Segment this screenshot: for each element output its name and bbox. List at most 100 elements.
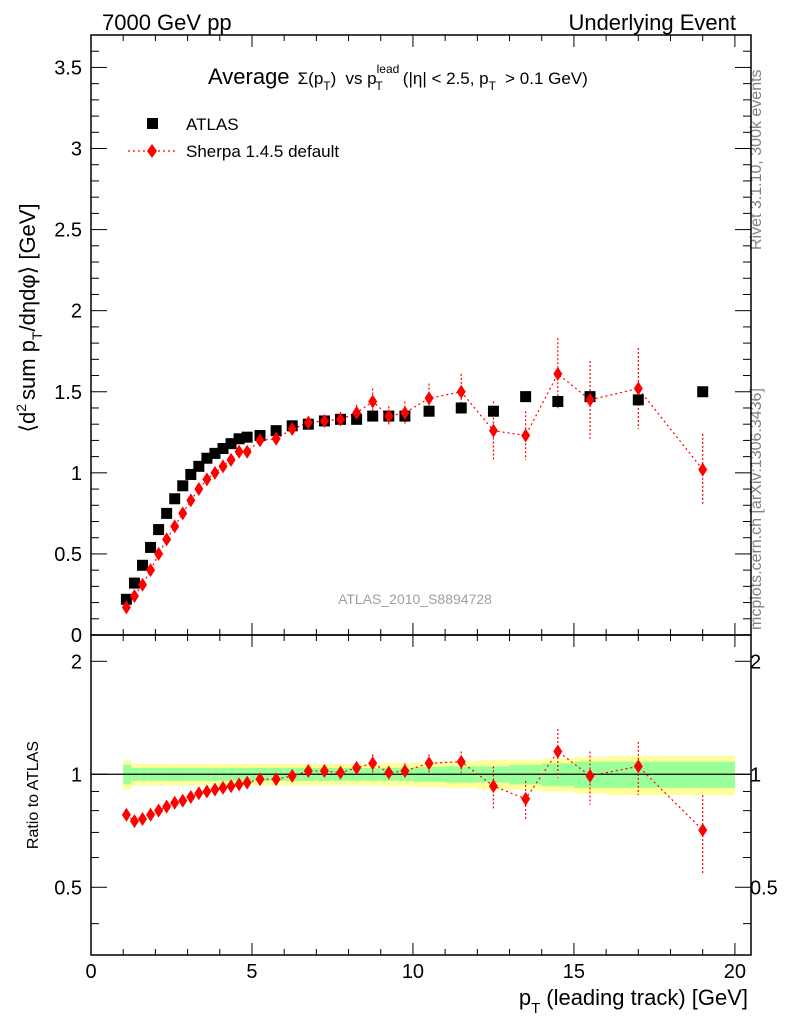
sherpa-data-point [303,415,313,430]
ratio-y-tick-label-right: 2 [750,651,761,673]
atlas-data-point [120,593,132,605]
sherpa-data-point [271,431,281,446]
sherpa-data-point [218,459,228,474]
main-y-tick-label: 3.5 [54,57,82,79]
ratio-sherpa-point [319,764,329,779]
sherpa-data-point [186,493,196,508]
ratio-y-tick-label-right: 0.5 [750,877,778,899]
ratio-y-tick-label-left: 2 [71,651,82,673]
analysis-watermark: ATLAS_2010_S8894728 [338,591,492,607]
sherpa-data-point [146,563,156,578]
atlas-data-point [423,405,435,417]
ratio-plot-frame [90,634,752,956]
main-y-tick-label: 0.5 [54,544,82,566]
ratio-sherpa-point [698,823,708,838]
ratio-sherpa-point [255,772,265,787]
sherpa-data-point [456,384,466,399]
main-y-tick-label: 1.5 [54,382,82,404]
ratio-sherpa-point [226,779,236,794]
legend-sherpa-label: Sherpa 1.4.5 default [186,142,339,161]
legend-atlas-label: ATLAS [186,115,239,134]
atlas-data-point [153,524,165,536]
atlas-data-point [201,452,213,464]
sherpa-data-point [170,519,180,534]
atlas-data-point [487,405,499,417]
mcplots-label: mcplots.cern.ch [arXiv:1306.3436] [748,388,765,630]
ratio-sherpa-point [210,782,220,797]
main-y-tick-label: 0 [71,625,82,647]
sherpa-data-point [234,444,244,459]
sherpa-data-point [319,413,329,428]
ratio-sherpa-point [488,779,498,794]
sherpa-data-point [242,444,252,459]
ratio-y-tick-label-right: 1 [750,764,761,786]
sherpa-data-point [178,506,188,521]
atlas-data-point [161,507,173,519]
sherpa-data-point [202,472,212,487]
sherpa-data-point [138,577,148,592]
ratio-sherpa-point [368,756,378,771]
x-tick-label: 5 [246,961,257,983]
atlas-data-point [145,541,157,553]
sherpa-data-point [633,381,643,396]
sherpa-data-point [129,589,139,604]
sherpa-data-point [488,423,498,438]
sherpa-data-point [210,465,220,480]
atlas-data-point [185,468,197,480]
ratio-sherpa-point [154,803,164,818]
atlas-data-point [367,410,379,422]
ratio-sherpa-point [553,744,563,759]
rivet-version-label: Rivet 3.1.10, 300k events [748,69,765,250]
atlas-data-point [169,493,181,505]
sherpa-data-point [424,391,434,406]
ratio-sherpa-point [218,780,228,795]
ratio-sherpa-point [352,760,362,775]
sherpa-data-point [287,422,297,437]
ratio-sherpa-point [162,799,172,814]
main-y-tick-label: 2.5 [54,220,82,242]
ratio-plot-panel: 0 5 10 15 20 0.5 0.5 1 1 2 2 [54,634,778,983]
sherpa-data-point [255,433,265,448]
atlas-data-point [241,431,253,443]
header-right-label: Underlying Event [568,10,736,35]
x-tick-label: 10 [402,961,424,983]
atlas-data-point [128,577,140,589]
atlas-data-point [225,438,237,450]
main-y-tick-label: 1 [71,463,82,485]
sherpa-data-point [553,366,563,381]
main-plot-panel: 0 0.5 1 1.5 2 2.5 3 3.5 [54,34,752,647]
ratio-y-tick-label-left: 1 [71,764,82,786]
main-y-axis-label: ⟨d2sum pT/dηdφ⟩ [GeV] [13,203,45,432]
atlas-data-point [697,386,709,398]
ratio-sherpa-point [287,768,297,783]
main-y-tick-label: 3 [71,139,82,161]
legend-sherpa-marker [147,144,157,158]
legend-atlas-marker [147,118,158,129]
sherpa-data-point [352,405,362,420]
ratio-sherpa-point [242,775,252,790]
x-tick-label: 20 [724,961,746,983]
ratio-sherpa-point [234,777,244,792]
ratio-sherpa-point [271,772,281,787]
sherpa-data-point [194,482,204,497]
sherpa-data-point [154,546,164,561]
ratio-sherpa-point [521,791,531,806]
x-tick-label: 15 [563,961,585,983]
ratio-sherpa-point [424,756,434,771]
ratio-sherpa-point [633,759,643,774]
ratio-sherpa-point [202,784,212,799]
atlas-data-point [455,402,467,414]
sherpa-data-point [121,600,131,615]
ratio-sherpa-point [129,814,139,829]
sherpa-series-line [125,372,704,608]
ratio-sherpa-point [303,764,313,779]
atlas-data-point [217,443,229,455]
sherpa-data-point [226,452,236,467]
ratio-sherpa-point [121,807,131,822]
ratio-sherpa-line [126,750,704,831]
atlas-data-point [137,559,149,571]
ratio-sherpa-point [146,807,156,822]
ratio-sherpa-point [178,793,188,808]
sherpa-data-point [400,405,410,420]
